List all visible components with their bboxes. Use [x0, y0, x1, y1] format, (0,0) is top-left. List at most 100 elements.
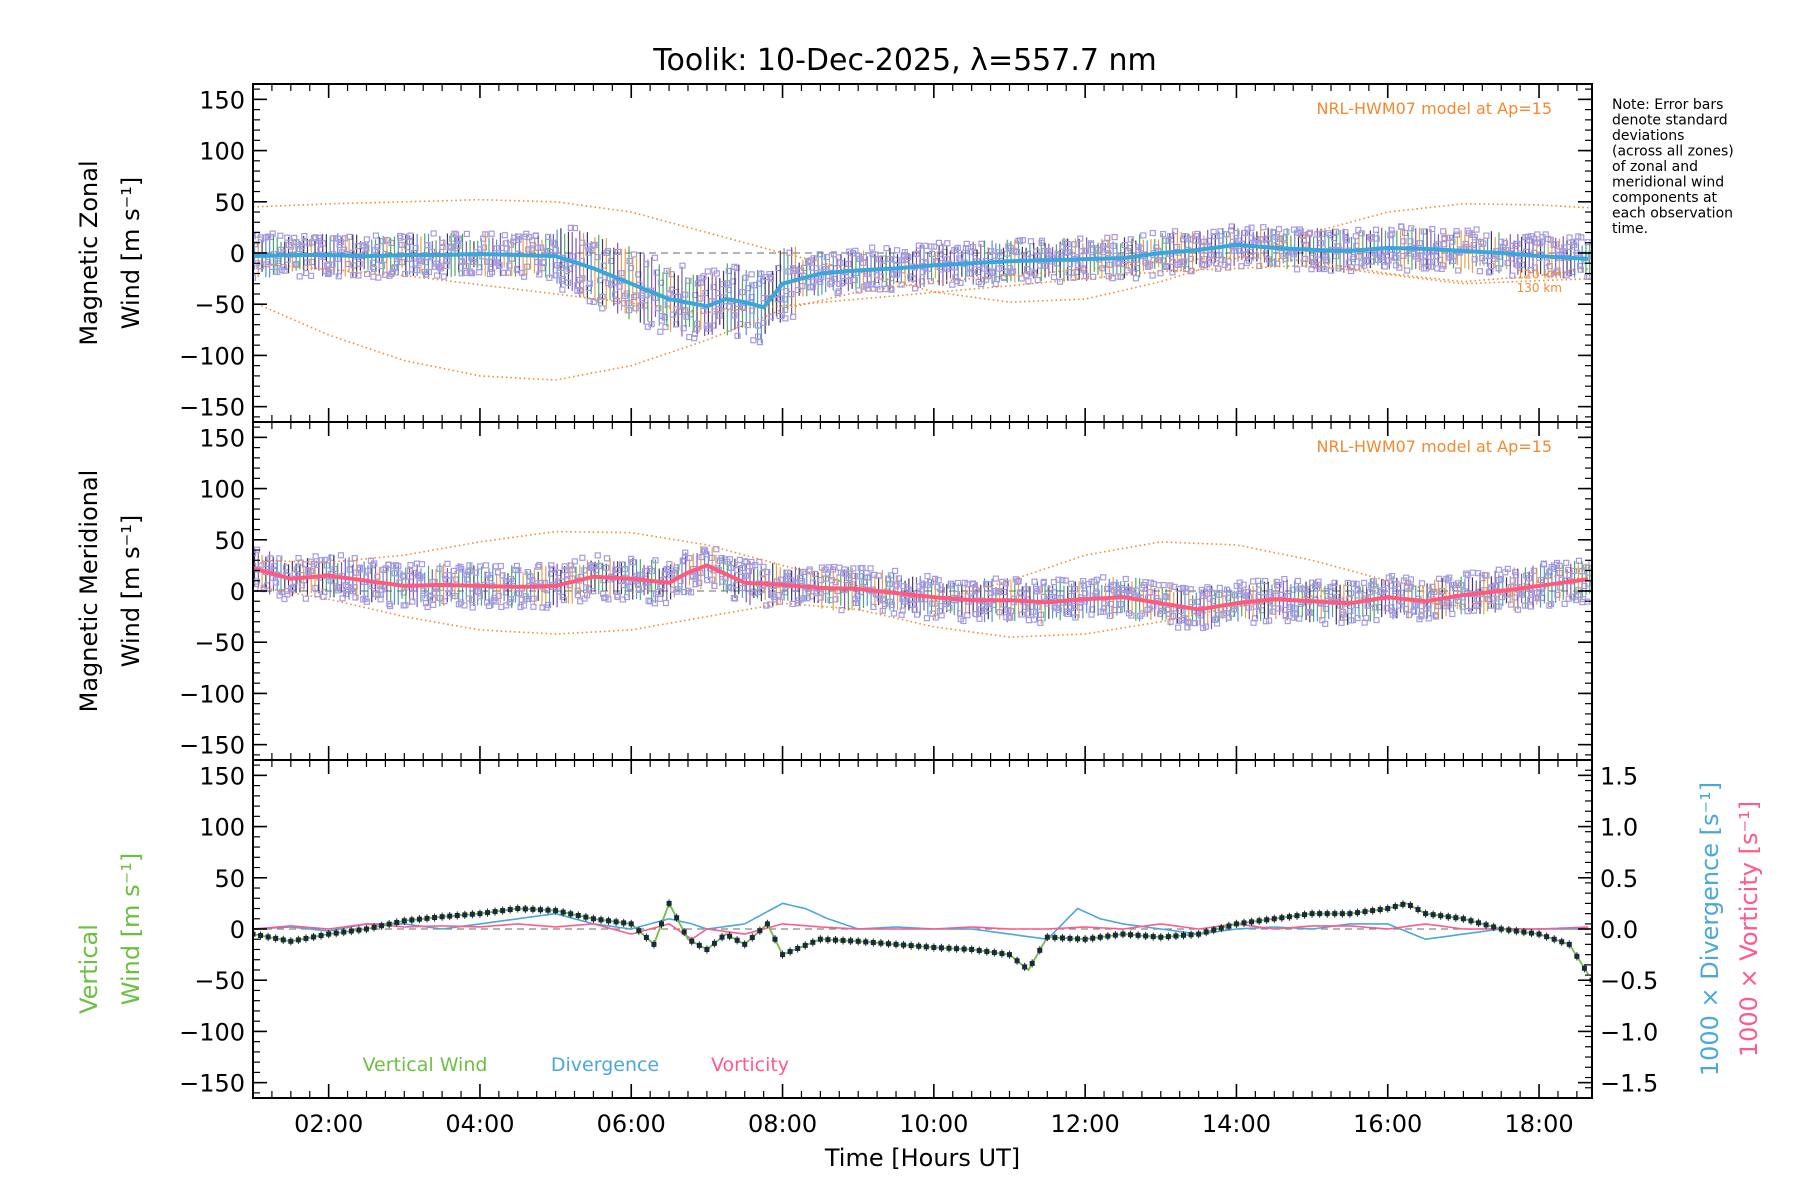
zone-sample: [888, 601, 895, 608]
zone-sample: [1509, 577, 1517, 584]
zone-sample: [913, 250, 920, 257]
zone-sample: [673, 588, 680, 595]
zone-sample: [935, 577, 942, 584]
zone-sample: [776, 591, 783, 599]
zone-sample: [892, 567, 899, 575]
zone-sample: [1438, 265, 1445, 273]
zone-sample: [492, 563, 499, 570]
zone-sample: [1159, 230, 1167, 238]
zone-sample: [758, 586, 765, 593]
zone-sample: [1102, 240, 1109, 247]
zone-sample: [1398, 589, 1405, 596]
zone-sample: [520, 602, 528, 609]
zone-sample: [398, 241, 405, 248]
zone-sample: [386, 600, 393, 608]
zone-sample: [537, 244, 545, 251]
zone-sample: [886, 580, 893, 587]
zone-sample: [719, 281, 727, 288]
zone-sample: [1291, 611, 1299, 618]
zone-sample: [651, 600, 658, 607]
zone-sample: [436, 594, 443, 602]
zone-sample: [1347, 267, 1355, 275]
zone-sample: [1235, 237, 1242, 244]
zone-sample: [579, 275, 586, 282]
zone-sample: [1420, 228, 1427, 235]
zone-sample: [1498, 238, 1505, 245]
x-axis-label: Time [Hours UT]: [824, 1144, 1020, 1172]
zone-sample: [1185, 618, 1192, 625]
zone-sample: [963, 240, 970, 247]
zone-sample: [549, 566, 556, 573]
vertical-wind-point: [253, 931, 256, 937]
zone-sample: [1117, 601, 1124, 608]
x-tick-label: 06:00: [597, 1110, 666, 1138]
zone-sample: [1124, 247, 1131, 255]
zone-sample: [356, 564, 364, 571]
zone-sample: [1275, 605, 1282, 612]
zone-sample: [641, 568, 649, 575]
zone-sample: [1105, 250, 1112, 257]
zone-sample: [1003, 250, 1011, 257]
zone-sample: [331, 565, 338, 573]
zone-sample: [864, 574, 871, 581]
zone-sample: [561, 563, 568, 570]
zone-sample: [1476, 268, 1483, 275]
zone-sample: [1352, 233, 1359, 240]
zone-sample: [379, 238, 386, 245]
zone-sample: [811, 570, 819, 578]
zone-sample: [1450, 581, 1458, 589]
zone-sample: [1400, 252, 1407, 259]
zone-sample: [451, 592, 458, 600]
y-tick-label: 0: [230, 916, 245, 944]
zone-sample: [603, 564, 610, 571]
zone-sample: [928, 250, 936, 258]
zone-sample: [350, 588, 357, 595]
zone-sample: [800, 568, 807, 575]
zone-sample: [1066, 249, 1073, 256]
zone-sample: [1225, 258, 1232, 265]
zone-sample: [482, 231, 489, 238]
zone-sample: [439, 243, 446, 251]
hwm07-model-line: [253, 198, 1592, 304]
zone-sample: [1392, 609, 1399, 616]
zone-sample: [904, 256, 911, 263]
zone-sample: [1511, 594, 1518, 601]
zone-sample: [849, 572, 856, 579]
y-axis-label-line2: Wind [m s⁻¹]: [117, 853, 145, 1005]
zone-sample: [1245, 257, 1253, 264]
zone-sample: [345, 260, 352, 268]
zone-sample: [969, 243, 977, 251]
zone-sample: [1062, 577, 1069, 584]
zone-sample: [1362, 251, 1370, 259]
zone-sample: [1167, 233, 1174, 240]
zone-sample: [851, 276, 858, 284]
zone-sample: [978, 280, 985, 288]
zone-sample: [957, 616, 964, 623]
zone-sample: [1025, 617, 1032, 624]
zone-sample: [436, 565, 443, 572]
zone-sample: [1111, 233, 1118, 241]
zone-sample: [892, 583, 899, 590]
zone-sample: [827, 596, 834, 604]
zone-sample: [1059, 576, 1066, 584]
zone-sample: [507, 596, 515, 603]
zone-sample: [784, 569, 791, 576]
zone-sample: [1354, 614, 1361, 622]
zone-sample: [516, 590, 523, 597]
zone-sample: [1255, 577, 1262, 584]
zone-sample: [280, 264, 287, 271]
y-tick-label: 150: [199, 762, 245, 790]
zone-sample: [1556, 570, 1563, 577]
zone-sample: [346, 233, 353, 240]
figure-title: Toolik: 10-Dec-2025, λ=557.7 nm: [652, 43, 1156, 78]
zone-sample: [1022, 586, 1029, 593]
zone-sample: [1344, 579, 1351, 587]
zone-sample: [571, 224, 579, 232]
zone-sample: [395, 563, 402, 570]
zone-sample: [1244, 588, 1252, 596]
zone-sample: [1475, 601, 1482, 608]
zone-sample: [1578, 234, 1585, 241]
zone-sample: [1420, 258, 1427, 265]
zone-sample: [466, 567, 473, 575]
zone-sample: [407, 562, 414, 569]
